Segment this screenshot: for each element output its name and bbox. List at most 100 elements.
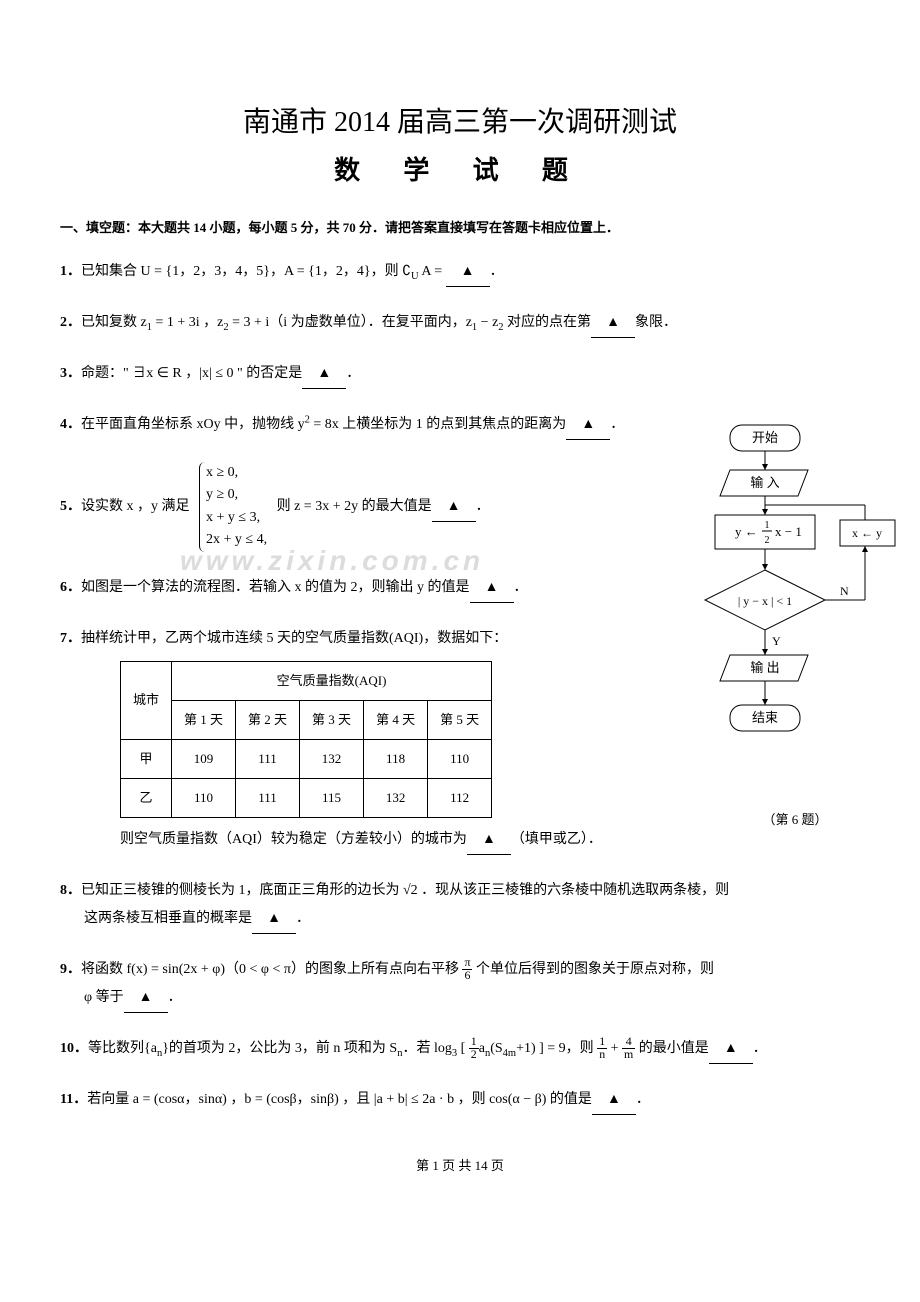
q9-a: 将函数 f(x) = sin(2x + φ)（0 < φ < π）的图象上所有点… — [81, 962, 462, 977]
q9-b: 个单位后得到的图象关于原点对称，则 — [472, 962, 714, 977]
q4-tail: ． — [610, 417, 624, 432]
q2-c: = 3 + i（i 为虚数单位）．在复平面内，z — [229, 315, 472, 330]
q8-tail: ． — [296, 911, 310, 926]
q8-num: 8． — [60, 883, 81, 898]
question-2: 2．已知复数 z1 = 1 + 3i ，z2 = 3 + i（i 为虚数单位）．… — [60, 309, 860, 338]
cell: 132 — [364, 778, 428, 817]
question-3: 3．命题：" ∃x ∈ R ，|x| ≤ 0 " 的否定是▲． — [60, 360, 860, 389]
q10-g: +1) ] = 9，则 — [516, 1041, 597, 1056]
sys-row: 2x + y ≤ 4, — [206, 529, 267, 551]
cell: 110 — [428, 739, 492, 778]
question-4: 4．在平面直角坐标系 xOy 中，抛物线 y2 = 8x 上横坐标为 1 的点到… — [60, 411, 860, 440]
blank: ▲ — [709, 1035, 753, 1064]
q6-num: 6． — [60, 580, 81, 595]
q11-tail: ． — [636, 1092, 650, 1107]
q2-d: − z — [477, 315, 498, 330]
blank: ▲ — [252, 905, 296, 934]
q1-tail: ． — [490, 264, 504, 279]
pi-over-6: π6 — [462, 957, 472, 982]
cell: 110 — [172, 778, 236, 817]
blank: ▲ — [302, 360, 346, 389]
table-row: 乙 110 111 115 132 112 — [121, 778, 492, 817]
q8-b: 这两条棱互相垂直的概率是 — [84, 911, 252, 926]
q10-h: 的最小值是 — [635, 1041, 709, 1056]
q10-tail: ． — [753, 1041, 767, 1056]
question-5: 5．设实数 x ，y 满足 x ≥ 0, y ≥ 0, x + y ≤ 3, 2… — [60, 462, 620, 552]
q1-b: A = — [419, 264, 446, 279]
cell: 111 — [236, 778, 300, 817]
cell: 甲 — [121, 739, 172, 778]
th-city: 城市 — [121, 661, 172, 739]
question-11: 11．若向量 a = (cosα，sinα) ，b = (cosβ，sinβ) … — [60, 1086, 860, 1115]
blank: ▲ — [446, 258, 490, 287]
cell: 132 — [300, 739, 364, 778]
q2-a: 已知复数 z — [81, 315, 147, 330]
q5-tail: ． — [476, 499, 490, 514]
q10-f: (S — [490, 1041, 502, 1056]
cell: 109 — [172, 739, 236, 778]
q10-num: 10． — [60, 1041, 88, 1056]
half: 12 — [469, 1036, 479, 1061]
q6-a: 如图是一个算法的流程图．若输入 x 的值为 2，则输出 y 的值是 — [81, 580, 470, 595]
q9-tail: ． — [168, 990, 182, 1005]
table-row: 甲 109 111 132 118 110 — [121, 739, 492, 778]
sys-row: x ≥ 0, — [206, 462, 267, 484]
th-day: 第 5 天 — [428, 700, 492, 739]
1-over-n: 1n — [597, 1036, 607, 1061]
blank: ▲ — [592, 1086, 636, 1115]
th-day: 第 4 天 — [364, 700, 428, 739]
title-sub: 数 学 试 题 — [60, 150, 860, 187]
cell: 112 — [428, 778, 492, 817]
q2-num: 2． — [60, 315, 81, 330]
q9-c: φ 等于 — [84, 990, 124, 1005]
q10-a: 等比数列{a — [88, 1041, 157, 1056]
title-main: 南通市 2014 届高三第一次调研测试 — [60, 100, 860, 140]
blank: ▲ — [566, 411, 610, 440]
q7-num: 7． — [60, 631, 81, 646]
question-10: 10．等比数列{an}的首项为 2，公比为 3，前 n 项和为 Sn．若 log… — [60, 1035, 860, 1064]
q2-e: 对应的点在第 — [504, 315, 592, 330]
page-footer: 第 1 页 共 14 页 — [60, 1155, 860, 1174]
sys-row: x + y ≤ 3, — [206, 507, 267, 529]
q1-num: 1． — [60, 264, 81, 279]
q8-a: 已知正三棱锥的侧棱长为 1，底面正三角形的边长为 √2 ．现从该正三棱锥的六条棱… — [81, 883, 729, 898]
cell: 118 — [364, 739, 428, 778]
plus: + — [607, 1041, 622, 1056]
question-7: 7．抽样统计甲，乙两个城市连续 5 天的空气质量指数(AQI)，数据如下： 城市… — [60, 625, 620, 855]
blank: ▲ — [591, 309, 635, 338]
q2-b: = 1 + 3i ，z — [152, 315, 223, 330]
4-over-m: 4m — [622, 1036, 635, 1061]
q5-system: x ≥ 0, y ≥ 0, x + y ≤ 3, 2x + y ≤ 4, — [199, 462, 267, 552]
question-1: 1．已知集合 U = {1，2，3，4，5}，A = {1，2，4}，则 ∁U … — [60, 258, 860, 287]
q11-num: 11． — [60, 1092, 87, 1107]
q4-num: 4． — [60, 417, 81, 432]
q3-num: 3． — [60, 366, 81, 381]
section-intro: 一、填空题：本大题共 14 小题，每小题 5 分，共 70 分．请把答案直接填写… — [60, 217, 860, 236]
q10-c: ．若 log — [402, 1041, 451, 1056]
sys-row: y ≥ 0, — [206, 484, 267, 506]
th-day: 第 3 天 — [300, 700, 364, 739]
question-6: 6．如图是一个算法的流程图．若输入 x 的值为 2，则输出 y 的值是▲． — [60, 574, 620, 603]
q3-tail: ． — [346, 366, 360, 381]
blank: ▲ — [467, 826, 511, 855]
q11-a: 若向量 a = (cosα，sinα) ，b = (cosβ，sinβ) ，且 … — [87, 1092, 592, 1107]
q5-b: 则 z = 3x + 2y 的最大值是 — [277, 499, 432, 514]
q6-tail: ． — [514, 580, 528, 595]
q10-b: }的首项为 2，公比为 3，前 n 项和为 S — [162, 1041, 397, 1056]
q2-tail: 象限． — [635, 315, 677, 330]
q10-d: [ — [457, 1041, 469, 1056]
q5-num: 5． — [60, 499, 81, 514]
q4-b: = 8x 上横坐标为 1 的点到其焦点的距离为 — [310, 417, 566, 432]
question-8: 8．已知正三棱锥的侧棱长为 1，底面正三角形的边长为 √2 ．现从该正三棱锥的六… — [60, 877, 860, 934]
blank: ▲ — [124, 984, 168, 1013]
blank: ▲ — [432, 493, 476, 522]
cell: 115 — [300, 778, 364, 817]
q7-tail: （填甲或乙）． — [511, 832, 602, 847]
aqi-table: 城市 空气质量指数(AQI) 第 1 天 第 2 天 第 3 天 第 4 天 第… — [120, 661, 492, 818]
cell: 乙 — [121, 778, 172, 817]
blank: ▲ — [470, 574, 514, 603]
cell: 111 — [236, 739, 300, 778]
th-aqi: 空气质量指数(AQI) — [172, 661, 492, 700]
q3-a: 命题：" ∃x ∈ R ，|x| ≤ 0 " 的否定是 — [81, 366, 302, 381]
q9-num: 9． — [60, 962, 81, 977]
